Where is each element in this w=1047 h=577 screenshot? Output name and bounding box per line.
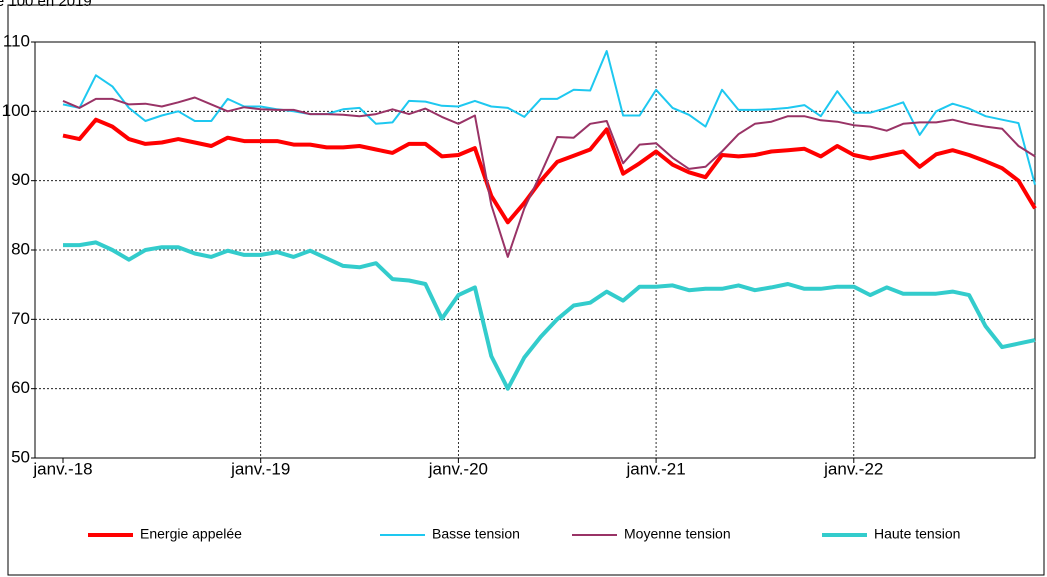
chart-frame: [7, 4, 1045, 576]
subtitle: Base 100 en 2019: [0, 0, 92, 10]
x-tick-label: janv.-18: [32, 459, 92, 478]
y-tick-label: 70: [11, 309, 30, 328]
y-tick-label: 110: [3, 31, 30, 50]
x-tick-label: janv.-21: [625, 459, 685, 478]
series-line: [62, 50, 1036, 186]
y-tick-label: 90: [11, 170, 30, 189]
series-line: [62, 96, 1036, 258]
series-line: [63, 240, 1036, 391]
y-tick-label: 50: [11, 447, 30, 466]
legend-label: Basse tension: [432, 526, 520, 542]
y-tick-label: 80: [11, 239, 30, 258]
series-line: [62, 117, 1037, 225]
legend-label: Haute tension: [874, 526, 960, 542]
y-tick-label: 100: [2, 101, 30, 120]
x-tick-label: janv.-20: [428, 459, 488, 478]
x-tick-label: janv.-22: [823, 459, 883, 478]
legend-label: Energie appelée: [140, 526, 242, 542]
y-tick-label: 60: [11, 378, 30, 397]
legend-label: Moyenne tension: [624, 526, 731, 542]
x-tick-label: janv.-19: [230, 459, 290, 478]
